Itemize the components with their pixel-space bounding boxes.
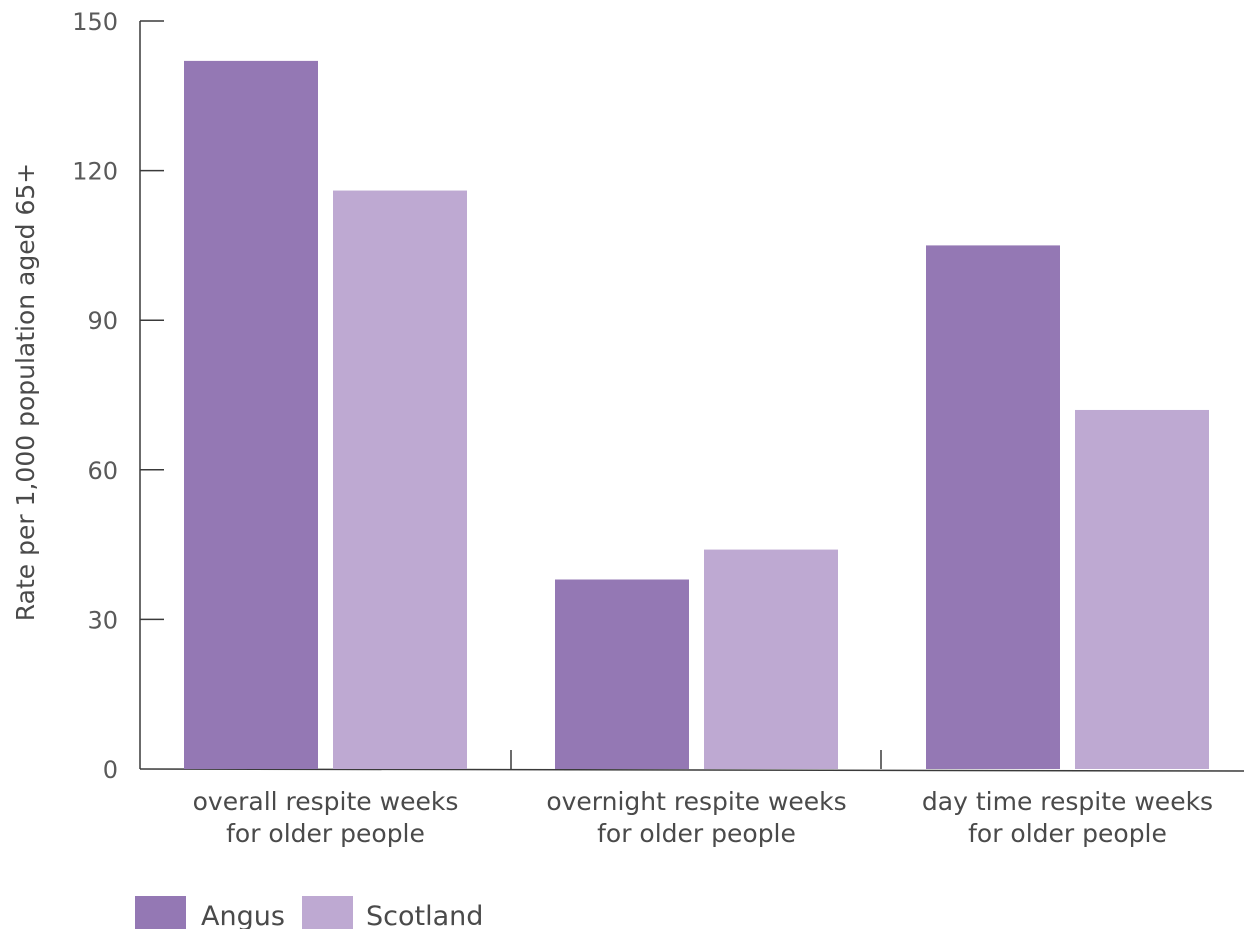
y-tick-label: 90 [87,307,118,335]
y-tick-label: 30 [87,606,118,634]
bar-angus-1 [184,60,318,770]
x-category-label: for older people [968,819,1167,848]
legend-label-angus: Angus [201,901,285,929]
legend: Angus Scotland [135,896,483,929]
x-category-label: for older people [597,819,796,848]
bar-angus-3 [926,245,1060,769]
legend-swatch-angus [135,896,186,929]
y-tick-label: 60 [87,457,118,485]
y-axis-ticks: 0 30 60 90 120 150 [72,8,164,784]
bar-scotland-2 [704,549,838,769]
bar-scotland-1 [333,190,467,770]
y-axis-title: Rate per 1,000 population aged 65+ [11,163,40,621]
x-category-label: overnight respite weeks [546,787,846,816]
legend-swatch-scotland [302,896,353,929]
chart-bars [184,60,1209,770]
x-axis-category-labels: overall respite weeks for older people ove… [193,787,1213,848]
x-category-label: day time respite weeks [922,787,1213,816]
x-category-label: for older people [226,819,425,848]
y-tick-label: 150 [72,8,118,36]
y-tick-label: 0 [103,756,118,784]
bar-angus-2 [555,579,689,769]
x-category-label: overall respite weeks [193,787,459,816]
y-tick-label: 120 [72,158,118,186]
bar-scotland-3 [1075,409,1209,769]
legend-label-scotland: Scotland [366,901,483,929]
chart-axes [139,21,1244,772]
x-axis-line [139,768,1244,772]
